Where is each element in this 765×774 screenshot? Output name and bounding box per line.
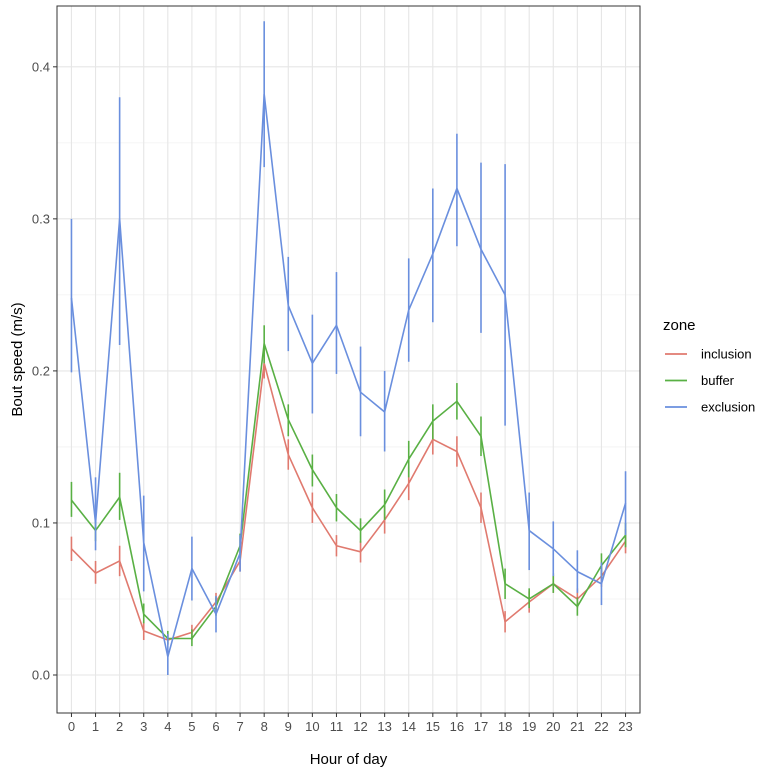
x-tick-label: 1: [92, 719, 99, 734]
x-tick-label: 17: [474, 719, 488, 734]
series-layer: [70, 21, 627, 675]
x-tick-label: 23: [618, 719, 632, 734]
x-tick-label: 21: [570, 719, 584, 734]
x-tick-label: 8: [261, 719, 268, 734]
series-line-exclusion: [70, 93, 627, 658]
x-tick-label: 6: [212, 719, 219, 734]
legend-label-buffer: buffer: [701, 373, 735, 388]
legend-label-exclusion: exclusion: [701, 400, 755, 415]
x-tick-label: 0: [68, 719, 75, 734]
plot-border: [56, 5, 641, 714]
y-tick-label: 0.3: [32, 211, 50, 226]
y-tick-label: 0.1: [32, 515, 50, 530]
legend-label-inclusion: inclusion: [701, 347, 752, 362]
x-tick-label: 14: [401, 719, 415, 734]
x-tick-label: 20: [546, 719, 560, 734]
x-tick-label: 5: [188, 719, 195, 734]
legend-title: zone: [663, 317, 696, 334]
x-tick-label: 15: [426, 719, 440, 734]
y-tick-label: 0.4: [32, 59, 50, 74]
legend: zone inclusion buffer exclusion: [663, 317, 755, 415]
x-tick-label: 9: [285, 719, 292, 734]
x-tick-label: 16: [450, 719, 464, 734]
x-tick-label: 10: [305, 719, 319, 734]
x-tick-label: 19: [522, 719, 536, 734]
x-tick-label: 11: [330, 719, 344, 734]
axes: 0.00.10.20.30.40 1 2 3 4 5 6 7 8 9 10 11 12 13 14 15 16 1…: [32, 59, 633, 734]
x-tick-label: 4: [164, 719, 171, 734]
y-tick-label: 0.0: [32, 667, 50, 682]
x-axis-title: Hour of day: [310, 751, 388, 768]
x-tick-label: 12: [353, 719, 367, 734]
x-tick-label: 3: [140, 719, 147, 734]
series-exclusion: [70, 21, 627, 675]
y-tick-label: 0.2: [32, 363, 50, 378]
x-tick-label: 2: [116, 719, 123, 734]
legend-items: inclusion buffer exclusion: [665, 347, 755, 415]
x-tick-label: 18: [498, 719, 512, 734]
y-axis-title: Bout speed (m/s): [9, 302, 26, 416]
x-tick-label: 22: [594, 719, 608, 734]
x-tick-label: 13: [377, 719, 391, 734]
x-tick-label: 7: [236, 719, 243, 734]
